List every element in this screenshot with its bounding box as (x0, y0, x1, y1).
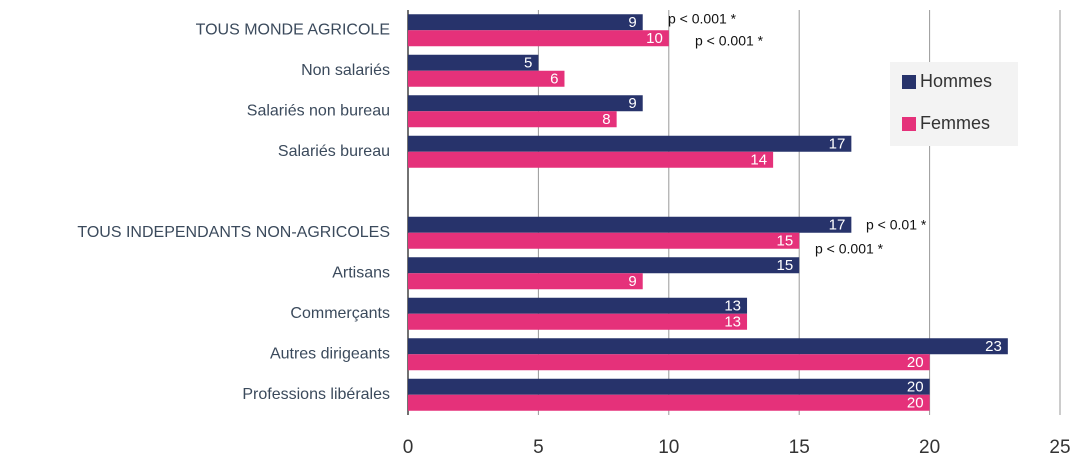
value-label: 9 (628, 95, 636, 112)
value-label: 20 (907, 379, 924, 396)
value-label: 14 (750, 152, 767, 169)
value-label: 13 (724, 298, 741, 315)
value-label: 15 (777, 233, 794, 250)
bar (408, 54, 539, 71)
x-tick-label: 5 (533, 437, 544, 458)
bar (408, 354, 930, 371)
value-label: 6 (550, 71, 558, 88)
bar (408, 216, 852, 233)
x-tick-label: 25 (1049, 437, 1070, 458)
bar (408, 30, 669, 47)
bar (408, 14, 643, 31)
bar (408, 111, 617, 128)
annotation: p < 0.001 * (668, 11, 737, 27)
annotation: p < 0.001 * (695, 33, 764, 49)
y-tick-label: Autres dirigeants (270, 345, 390, 362)
value-label: 17 (829, 136, 846, 153)
value-label: 9 (628, 14, 636, 31)
bar (408, 297, 748, 314)
value-label: 8 (602, 111, 610, 128)
value-label: 17 (829, 217, 846, 234)
y-tick-label: Salariés non bureau (247, 102, 390, 119)
value-label: 20 (907, 354, 924, 371)
bar (408, 313, 748, 330)
bar (408, 95, 643, 112)
bar (408, 151, 774, 168)
x-tick-label: 0 (403, 437, 414, 458)
legend-label: Hommes (920, 71, 992, 91)
y-tick-label: Non salariés (301, 62, 390, 79)
y-tick-label: Salariés bureau (278, 143, 390, 160)
y-tick-label: Professions libérales (242, 386, 390, 403)
y-tick-label: TOUS INDEPENDANTS NON-AGRICOLES (77, 224, 390, 241)
bar (408, 232, 800, 249)
x-tick-label: 10 (658, 437, 679, 458)
value-label: 10 (646, 30, 663, 47)
annotation: p < 0.001 * (815, 241, 884, 257)
bar (408, 70, 565, 87)
x-tick-label: 20 (919, 437, 940, 458)
bar (408, 135, 852, 152)
y-tick-label: Artisans (332, 264, 390, 281)
bar (408, 378, 930, 395)
legend-label: Femmes (920, 113, 990, 133)
y-tick-label: Commerçants (290, 305, 390, 322)
bar (408, 257, 800, 274)
bar (408, 273, 643, 290)
y-tick-label: TOUS MONDE AGRICOLE (196, 21, 390, 38)
bar (408, 338, 1008, 355)
value-label: 13 (724, 314, 741, 331)
value-label: 9 (628, 273, 636, 290)
bar (408, 394, 930, 411)
value-label: 20 (907, 395, 924, 412)
value-label: 5 (524, 55, 532, 72)
value-label: 23 (985, 338, 1002, 355)
value-label: 15 (777, 257, 794, 274)
legend-swatch (902, 75, 916, 89)
x-tick-label: 15 (789, 437, 810, 458)
annotation: p < 0.01 * (866, 217, 927, 233)
legend-swatch (902, 117, 916, 131)
